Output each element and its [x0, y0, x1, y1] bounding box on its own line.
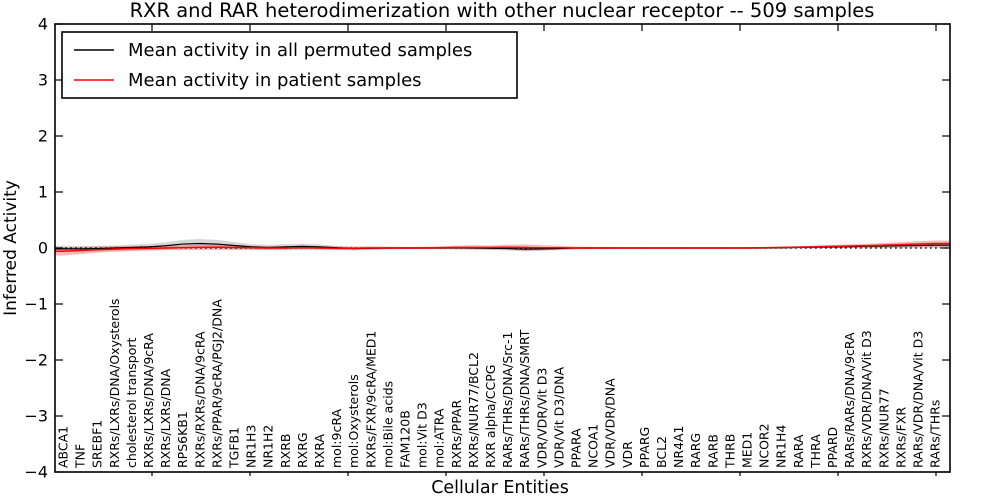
x-tick-label: THRA — [808, 434, 823, 469]
x-tick-label: RXRs/NUR77/BCL2 — [466, 352, 481, 468]
x-tick-label: RXRA — [312, 434, 327, 468]
x-tick-label: TNF — [73, 444, 88, 469]
x-tick-label: NR4A1 — [671, 426, 686, 469]
x-tick-label: FAM120B — [398, 410, 413, 468]
x-tick-label: PPARA — [569, 428, 584, 468]
x-tick-label: THRB — [722, 434, 737, 469]
x-tick-label: RARG — [688, 433, 703, 468]
y-tick-label: 1 — [38, 183, 48, 202]
y-tick-label: 3 — [38, 71, 48, 90]
x-tick-label: RXRs/PPAR/9cRA/PGJ2/DNA — [209, 299, 224, 468]
x-tick-label: VDR/VDR/Vit D3 — [534, 368, 549, 468]
x-tick-label: RARs/VDR/DNA/Vit D3 — [911, 331, 926, 468]
x-tick-label: NR1H3 — [244, 425, 259, 468]
x-tick-label: RARs/RARs/DNA/9cRA — [842, 332, 857, 468]
y-tick-label: −4 — [24, 463, 48, 482]
x-tick-label: RXRs/NUR77 — [876, 388, 891, 468]
x-tick-label: RXRs/PPAR — [449, 400, 464, 468]
x-tick-label: BCL2 — [654, 436, 669, 468]
legend-label-patient: Mean activity in patient samples — [128, 70, 422, 91]
y-tick-label: −2 — [24, 351, 48, 370]
x-tick-label: RARs/THRs/DNA/Src-1 — [500, 332, 515, 468]
plot-area: ABCA1 TNF SREBF1 RXRs/LXRs/DNA/Oxysterols ch… — [54, 23, 951, 476]
y-tick-label: 0 — [38, 239, 48, 258]
legend: Mean activity in all permuted samples Me… — [61, 31, 518, 99]
y-axis-label: Inferred Activity — [1, 180, 21, 316]
y-tick-label: −1 — [24, 295, 48, 314]
x-tick-label: NCOR2 — [757, 423, 772, 468]
x-tick-label: NR1H4 — [774, 425, 789, 468]
legend-box — [61, 31, 518, 99]
x-tick-label: VDR — [620, 441, 635, 468]
x-tick-label: RXRs/LXRs/DNA/Oxysterols — [107, 298, 122, 468]
x-tick-label: RXRG — [295, 432, 310, 468]
x-tick-label: RARs/THRs — [928, 400, 943, 468]
x-tick-label: cholesterol transport — [124, 337, 139, 468]
y-tick-label: 2 — [38, 127, 48, 146]
y-tick-labels: 4 3 2 1 0 −1 −2 −3 −4 — [24, 15, 48, 482]
x-axis-label: Cellular Entities — [431, 478, 569, 498]
plot-frame — [54, 23, 951, 473]
x-tick-label: RXR alpha/CCPG — [483, 365, 498, 468]
y-tick-label: 4 — [38, 15, 48, 34]
x-tick-label: mol:9cRA — [329, 408, 344, 468]
x-tick-label: RXRs/RXRs/DNA/9cRA — [192, 331, 207, 468]
x-tick-label: RARs/THRs/DNA/SMRT — [517, 329, 532, 468]
legend-label-permuted: Mean activity in all permuted samples — [128, 40, 472, 61]
x-tick-label: RXRB — [278, 433, 293, 468]
x-tick-label: mol:Vit D3 — [415, 402, 430, 468]
x-tick-label: RXRs/LXRs/DNA/9cRA — [141, 333, 156, 468]
x-tick-label: RARA — [791, 434, 806, 468]
x-tick-label: VDR/VDR/DNA — [603, 378, 618, 468]
x-tick-label: MED1 — [740, 432, 755, 468]
x-tick-label: RXRs/LXRs/DNA — [158, 368, 173, 468]
x-tick-label: mol:Bile acids — [380, 381, 395, 468]
x-tick-label: RXRs/VDR/DNA/Vit D3 — [859, 330, 874, 468]
x-tick-label: ABCA1 — [56, 426, 71, 468]
x-tick-label: SREBF1 — [90, 420, 105, 468]
x-tick-label: PPARG — [637, 427, 652, 468]
x-tick-label: NCOA1 — [586, 424, 601, 468]
y-tick-label: −3 — [24, 407, 48, 426]
x-tick-label: VDR/Vit D3/DNA — [551, 367, 566, 468]
chart-title: RXR and RAR heterodimerization with othe… — [130, 0, 875, 22]
x-tick-label: mol:Oxysterols — [346, 374, 361, 468]
x-tick-label: RPS6KB1 — [175, 411, 190, 468]
x-tick-label: RXRs/FXR/9cRA/MED1 — [363, 331, 378, 468]
x-tick-label: RARB — [705, 434, 720, 468]
x-tick-label: RXRs/FXR — [893, 407, 908, 468]
x-tick-label: NR1H2 — [261, 425, 276, 468]
patient-mean-line — [55, 242, 950, 253]
x-tick-label: TGFB1 — [227, 427, 242, 469]
x-tick-label: mol:ATRA — [432, 408, 447, 468]
x-tick-label: PPARD — [825, 427, 840, 468]
